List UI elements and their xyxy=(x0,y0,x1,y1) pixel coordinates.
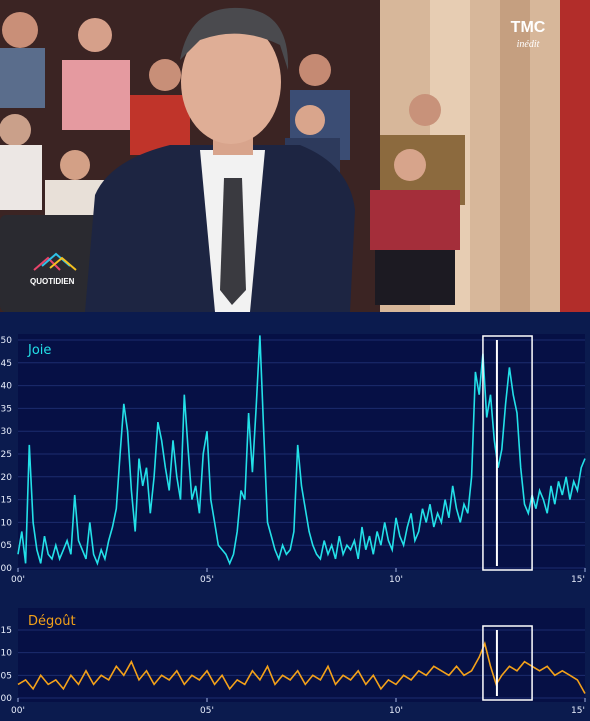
video-frame: TMC inédit QUOTIDIEN xyxy=(0,0,590,312)
y-tick-label: 10 xyxy=(1,518,13,528)
x-tick-label: 10' xyxy=(389,575,403,585)
joie-series-line xyxy=(17,335,586,566)
joie-series-label: Joie xyxy=(27,343,51,358)
degout-y-ticks: 00 05 10 15 xyxy=(1,626,13,704)
joie-chart: 00 05 10 15 20 25 30 35 40 45 50 00' 05' 10' 15' Joie xyxy=(1,334,586,585)
degout-chart: 00 05 10 15 00' 05' 10' 15' Dégoût xyxy=(1,608,586,716)
emotion-panel: 00 05 10 15 20 25 30 35 40 45 50 00' 05' 10' 15' Joie… xyxy=(0,312,590,721)
x-tick-label: 15' xyxy=(571,706,585,716)
x-tick-label: 05' xyxy=(200,575,214,585)
degout-plot-area xyxy=(18,608,585,702)
x-tick-label: 00' xyxy=(11,575,25,585)
audience xyxy=(0,12,465,305)
host xyxy=(85,7,355,312)
x-tick-label: 05' xyxy=(200,706,214,716)
degout-series-label: Dégoût xyxy=(28,614,76,629)
x-tick-label: 00' xyxy=(11,706,25,716)
y-tick-label: 35 xyxy=(1,404,12,414)
curtain-fold xyxy=(500,0,530,312)
joie-x-ticks: 00' 05' 10' 15' xyxy=(11,568,586,585)
y-tick-label: 50 xyxy=(1,336,13,346)
y-tick-label: 05 xyxy=(1,541,12,551)
emotion-charts: 00 05 10 15 20 25 30 35 40 45 50 00' 05' 10' 15' Joie… xyxy=(1,334,586,716)
y-tick-label: 10 xyxy=(1,649,13,659)
degout-highlight-box xyxy=(482,625,533,701)
y-tick-label: 30 xyxy=(1,427,13,437)
desk xyxy=(0,215,98,312)
studio-scene: TMC inédit QUOTIDIEN xyxy=(0,0,590,312)
y-tick-label: 00 xyxy=(1,694,13,704)
joie-highlight-box xyxy=(482,335,533,571)
y-tick-label: 15 xyxy=(1,496,12,506)
channel-logo: TMC xyxy=(511,19,546,36)
x-tick-label: 15' xyxy=(571,575,585,585)
quotidien-logo-icon xyxy=(33,252,77,271)
y-tick-label: 00 xyxy=(1,564,13,574)
red-panel xyxy=(560,0,590,312)
degout-x-ticks: 00' 05' 10' 15' xyxy=(11,698,586,716)
y-tick-label: 40 xyxy=(1,382,13,392)
y-tick-label: 20 xyxy=(1,473,13,483)
degout-grid xyxy=(18,629,585,699)
show-logo: QUOTIDIEN xyxy=(30,277,75,286)
y-tick-label: 15 xyxy=(1,626,12,636)
y-tick-label: 05 xyxy=(1,671,12,681)
joie-plot-area xyxy=(18,334,585,570)
y-tick-label: 25 xyxy=(1,450,12,460)
degout-series-line xyxy=(17,641,586,694)
joie-y-ticks: 00 05 10 15 20 25 30 35 40 45 50 xyxy=(1,336,13,574)
x-tick-label: 10' xyxy=(389,706,403,716)
joie-grid xyxy=(18,339,585,569)
channel-subtitle: inédit xyxy=(517,39,540,50)
y-tick-label: 45 xyxy=(1,359,12,369)
